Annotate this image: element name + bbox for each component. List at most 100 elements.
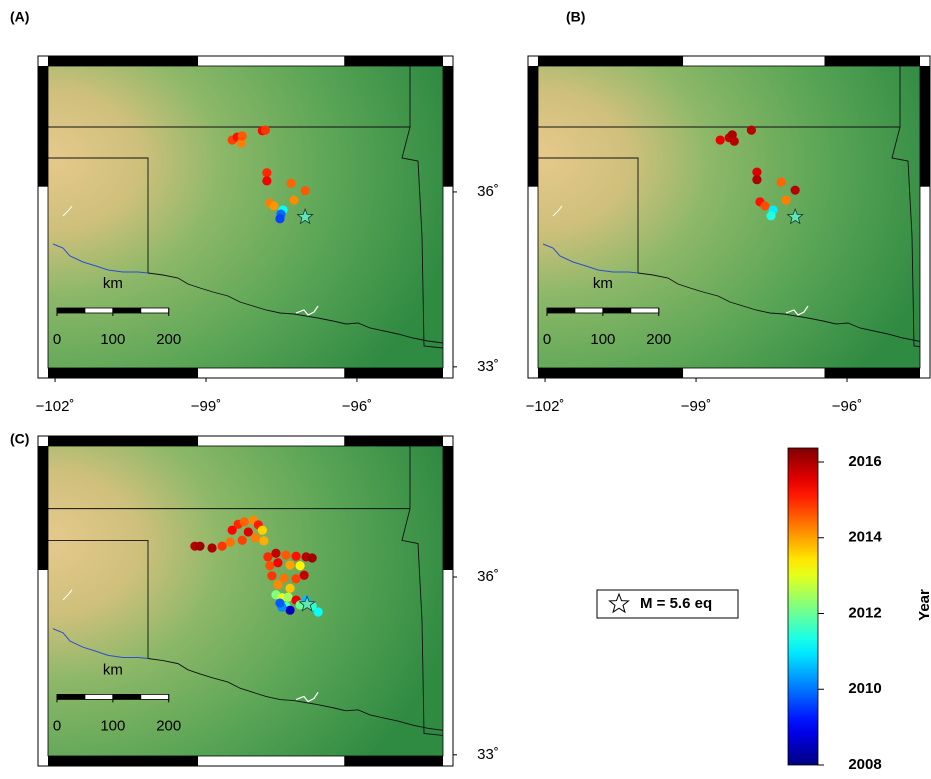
colorbar-label: Year	[916, 589, 931, 621]
earthquake	[262, 176, 271, 185]
frame-segment	[344, 368, 443, 378]
frame-segment	[528, 187, 538, 368]
scale-segment	[141, 694, 169, 699]
frame-segment	[443, 446, 453, 570]
frame-segment	[825, 56, 921, 66]
frame-segment	[538, 56, 683, 66]
earthquake	[730, 137, 739, 146]
earthquake	[251, 533, 260, 542]
frame-segment	[48, 368, 198, 378]
frame-segment	[443, 570, 453, 756]
earthquake	[791, 186, 800, 195]
scale-tick-label: 0	[53, 331, 61, 348]
earthquake	[263, 552, 272, 561]
panel-label: (A)	[10, 9, 29, 25]
scale-segment	[85, 694, 113, 699]
earthquake	[275, 214, 284, 223]
earthquake	[258, 526, 267, 535]
earthquake	[240, 517, 249, 526]
y-tick-label: 33˚	[477, 358, 499, 375]
basemap	[48, 66, 443, 368]
frame-segment	[198, 436, 344, 446]
earthquake	[285, 584, 294, 593]
earthquake	[752, 175, 761, 184]
frame-segment	[344, 56, 443, 66]
earthquake	[273, 558, 282, 567]
earthquake	[291, 552, 300, 561]
earthquake	[289, 195, 298, 204]
earthquake	[262, 168, 271, 177]
earthquake	[285, 606, 294, 615]
y-tick-label: 36˚	[477, 183, 499, 200]
frame-segment	[48, 436, 198, 446]
earthquake	[283, 593, 292, 602]
earthquake	[308, 553, 317, 562]
colorbar-tick-label: 2008	[848, 756, 881, 773]
frame-segment	[198, 756, 344, 766]
scale-tick-label: 0	[53, 717, 61, 734]
frame-segment	[198, 56, 344, 66]
frame-segment	[825, 368, 921, 378]
legend: M = 5.6 eq	[597, 590, 738, 618]
scale-tick-label: 200	[646, 331, 671, 348]
scale-segment	[141, 308, 169, 313]
scale-tick-label: 0	[543, 331, 551, 348]
scale-tick-label: 100	[100, 717, 125, 734]
earthquake	[716, 135, 725, 144]
earthquake	[300, 571, 309, 580]
colorbar-tick-label: 2014	[848, 529, 882, 546]
earthquake	[207, 543, 216, 552]
y-tick-label: 36˚	[477, 568, 499, 585]
scale-unit: km	[103, 275, 123, 292]
scale-segment	[57, 308, 85, 313]
scale-segment	[113, 308, 141, 313]
frame-segment	[38, 187, 48, 368]
earthquake	[747, 126, 756, 135]
earthquake	[760, 201, 769, 210]
scale-tick-label: 100	[100, 331, 125, 348]
panel-label: (B)	[566, 9, 585, 25]
basemap	[48, 446, 443, 756]
map-area	[48, 66, 443, 368]
scale-segment	[603, 308, 631, 313]
frame-segment	[38, 66, 48, 187]
frame-segment	[344, 756, 443, 766]
earthquake	[776, 177, 785, 186]
earthquake	[218, 542, 227, 551]
colorbar-tick-label: 2012	[848, 604, 881, 621]
earthquake	[291, 574, 300, 583]
legend-label: M = 5.6 eq	[640, 595, 712, 612]
earthquake	[295, 561, 304, 570]
frame-segment	[48, 56, 198, 66]
basemap	[538, 66, 931, 368]
panel-label: (C)	[10, 431, 29, 447]
earthquake	[269, 201, 278, 210]
page: (A)−102˚−99˚−96˚36˚33˚km0100200(B)−102˚−…	[0, 0, 931, 779]
x-tick-label: −96˚	[832, 398, 862, 415]
scale-tick-label: 200	[156, 717, 181, 734]
earthquake	[244, 527, 253, 536]
map-area	[538, 66, 931, 368]
earthquake	[195, 542, 204, 551]
earthquake	[281, 550, 290, 559]
scale-segment	[85, 308, 113, 313]
earthquake	[782, 195, 791, 204]
frame-segment	[38, 446, 48, 570]
frame-segment	[528, 66, 538, 187]
earthquake	[259, 536, 268, 545]
x-tick-label: −102˚	[36, 398, 75, 415]
frame-segment	[443, 66, 453, 187]
earthquake	[226, 537, 235, 546]
x-tick-label: −99˚	[681, 398, 711, 415]
colorbar-tick-label: 2016	[848, 453, 881, 470]
scale-unit: km	[593, 275, 613, 292]
earthquake	[285, 561, 294, 570]
earthquake	[261, 126, 270, 135]
frame-segment	[920, 187, 930, 368]
scale-segment	[113, 694, 141, 699]
earthquake	[238, 131, 247, 140]
frame-segment	[48, 756, 198, 766]
